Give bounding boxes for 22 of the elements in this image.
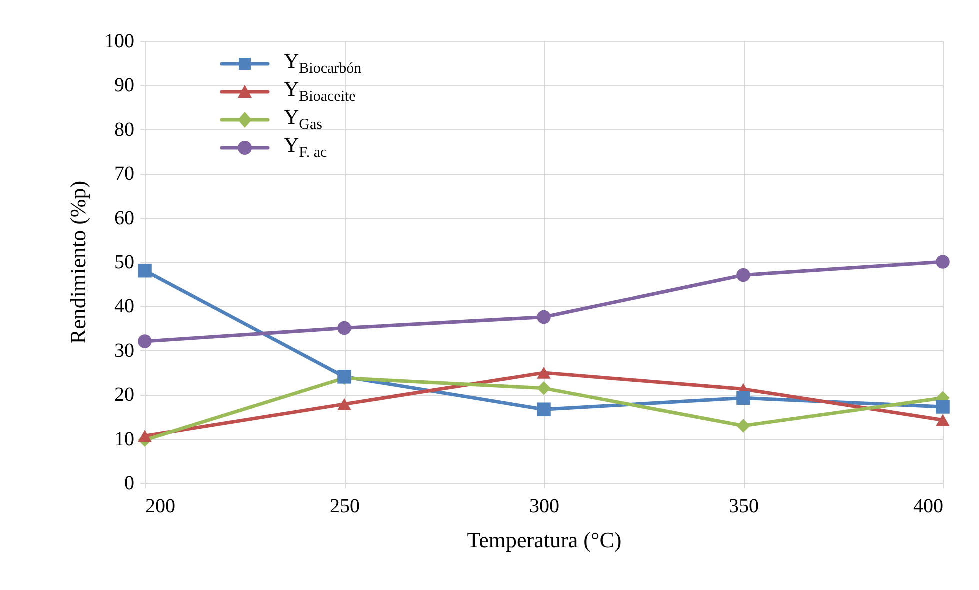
legend-label: Y$_{Gas}$ — [284, 105, 322, 135]
y-tick-label: 50 — [114, 252, 134, 274]
x-tick-label: 200 — [146, 496, 176, 518]
x-tick-label: 350 — [729, 496, 759, 518]
x-axis-title: Temperatura (°C) — [467, 528, 622, 552]
y-tick-label: 10 — [114, 428, 134, 450]
x-tick-label: 400 — [914, 496, 944, 518]
y-tick-label: 40 — [114, 296, 134, 318]
y-axis-title: Rendimiento (%p) — [66, 180, 90, 344]
y-tick-label: 70 — [114, 163, 134, 186]
x-tick-label: 250 — [330, 496, 360, 518]
y-tick-label: 0 — [124, 472, 134, 494]
y-tick-label: 100 — [104, 30, 134, 52]
legend-label: Y$_{Bioaceite}$ — [284, 77, 356, 107]
legend-label: Y$_{Biocarbón}$ — [284, 49, 362, 79]
y-tick-label: 60 — [114, 207, 134, 230]
y-tick-label: 20 — [114, 384, 134, 406]
legend-label: Y$_{F. ac}$ — [284, 133, 328, 163]
y-tick-label: 30 — [114, 340, 134, 362]
y-tick-label: 90 — [114, 74, 134, 97]
x-tick-label: 300 — [530, 496, 560, 518]
y-tick-label: 80 — [114, 118, 134, 141]
